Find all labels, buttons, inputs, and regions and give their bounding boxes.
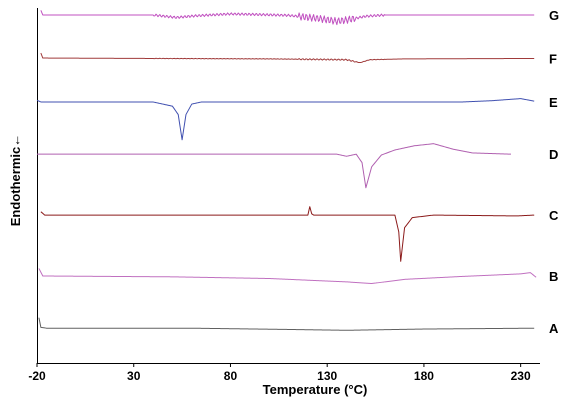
trace-a	[38, 317, 535, 331]
trace-d	[37, 143, 512, 189]
series-label-d: D	[549, 147, 558, 162]
y-axis-title: Endothermic←	[8, 134, 23, 226]
x-tick-label: 130	[317, 369, 337, 383]
series-label-a: A	[549, 321, 559, 336]
x-tick-label: 80	[224, 369, 238, 383]
x-tick-label: 230	[511, 369, 531, 383]
series-labels: G F E D C B A	[549, 8, 559, 336]
trace-f	[40, 52, 535, 63]
trace-e	[36, 98, 535, 141]
series-label-b: B	[549, 269, 558, 284]
x-tick-label: 180	[414, 369, 434, 383]
series-label-f: F	[549, 51, 557, 66]
trace-b	[38, 268, 537, 285]
series-traces	[36, 10, 537, 331]
series-label-g: G	[549, 8, 559, 23]
series-label-e: E	[549, 95, 558, 110]
x-axis-title: Temperature (°C)	[263, 382, 368, 397]
trace-g	[40, 10, 535, 26]
x-axis-ticks: -20 30 80 130 180 230	[28, 363, 531, 383]
x-tick-label: -20	[28, 369, 46, 383]
series-label-c: C	[549, 208, 559, 223]
trace-c	[40, 206, 535, 262]
x-tick-label: 30	[127, 369, 141, 383]
